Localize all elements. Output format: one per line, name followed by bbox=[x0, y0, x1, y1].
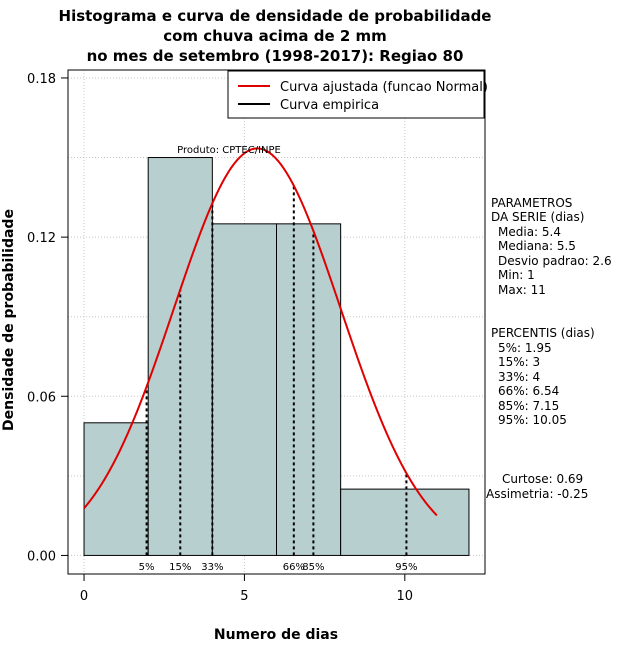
histogram-bar bbox=[83, 422, 149, 556]
percentile-label: 95% bbox=[395, 562, 417, 573]
y-tick-label: 0.18 bbox=[27, 72, 56, 87]
percentil-15: 15%: 3 bbox=[498, 355, 540, 369]
x-tick-label: 5 bbox=[240, 589, 248, 604]
plot-frame bbox=[67, 69, 486, 575]
percentile-lines: 5% 15% 33% 66%85% 95% bbox=[139, 185, 418, 573]
x-tick-label: 0 bbox=[80, 589, 88, 604]
legend: Curva ajustada (funcao Normal) Curva emp… bbox=[227, 70, 488, 119]
percentil-66: 66%: 6.54 bbox=[498, 384, 559, 398]
x-axis-title: Numero de dias bbox=[214, 627, 338, 643]
histogram-bar bbox=[340, 488, 470, 556]
axes: 0 5 10 0.00 0.06 0.12 0.18 bbox=[27, 72, 413, 604]
param-media: Media: 5.4 bbox=[498, 225, 561, 239]
y-tick-label: 0.00 bbox=[27, 549, 56, 564]
legend-normal-label: Curva ajustada (funcao Normal) bbox=[280, 80, 488, 95]
chart-title-line-3: no mes de setembro (1998-2017): Regiao 8… bbox=[87, 47, 464, 65]
percentil-5: 5%: 1.95 bbox=[498, 341, 552, 355]
assimetria-label: Assimetria: -0.25 bbox=[486, 487, 588, 501]
x-tick-label: 10 bbox=[397, 589, 414, 604]
param-max: Max: 11 bbox=[498, 283, 546, 297]
legend-empirical-label: Curva empirica bbox=[280, 98, 379, 113]
percentil-85: 85%: 7.15 bbox=[498, 399, 559, 413]
param-desvio: Desvio padrao: 2.6 bbox=[498, 254, 612, 268]
params-title-1: PARAMETROS bbox=[491, 196, 572, 210]
y-axis-title: Densidade de probabilidade bbox=[1, 209, 17, 431]
product-annotation: Produto: CPTEC/INPE bbox=[177, 145, 281, 156]
percentile-label: 85% bbox=[302, 562, 324, 573]
percentil-33: 33%: 4 bbox=[498, 370, 540, 384]
histogram-bar bbox=[276, 223, 342, 556]
param-min: Min: 1 bbox=[498, 268, 535, 282]
chart-title-line-2: com chuva acima de 2 mm bbox=[163, 27, 387, 45]
percentil-95: 95%: 10.05 bbox=[498, 413, 567, 427]
percentile-label: 66% bbox=[283, 562, 305, 573]
y-tick-label: 0.12 bbox=[27, 231, 56, 246]
param-mediana: Mediana: 5.5 bbox=[498, 239, 576, 253]
legend-box bbox=[227, 70, 485, 119]
normal-curve bbox=[83, 147, 438, 517]
histogram-bar bbox=[211, 223, 278, 556]
percentile-label: 33% bbox=[201, 562, 223, 573]
y-tick-label: 0.06 bbox=[27, 390, 56, 405]
side-panel: PARAMETROS DA SERIE (dias) Media: 5.4 Me… bbox=[486, 196, 612, 501]
normal-curve-layer bbox=[83, 147, 438, 517]
percentis-title: PERCENTIS (dias) bbox=[491, 326, 595, 340]
chart-title-line-1: Histograma e curva de densidade de proba… bbox=[59, 7, 492, 25]
histogram-bars bbox=[83, 157, 470, 556]
params-title-2: DA SERIE (dias) bbox=[491, 210, 584, 224]
curtose-label: Curtose: 0.69 bbox=[502, 472, 583, 486]
percentile-label: 15% bbox=[169, 562, 191, 573]
percentile-label: 5% bbox=[139, 562, 155, 573]
